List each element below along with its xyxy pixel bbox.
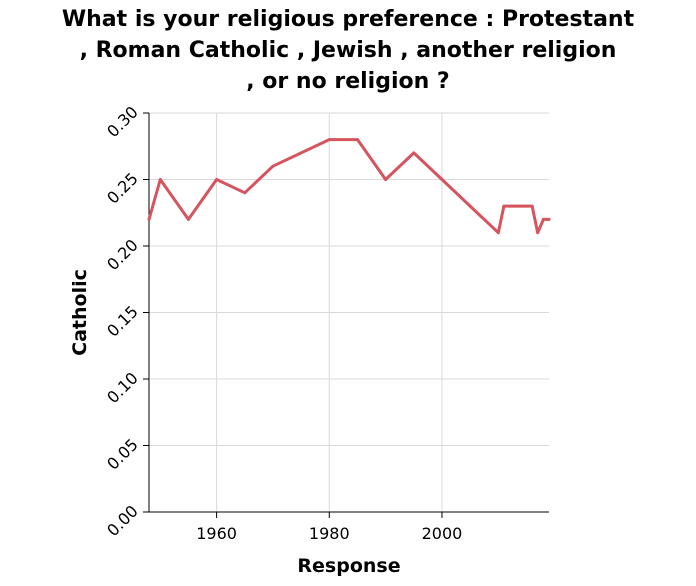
data-point xyxy=(525,205,528,208)
data-point xyxy=(441,178,444,181)
x-tick-label: 1960 xyxy=(196,524,237,543)
data-point xyxy=(187,218,190,221)
x-tick-label: 1980 xyxy=(309,524,350,543)
data-point xyxy=(497,231,500,234)
data-point xyxy=(536,231,539,234)
y-tick-label: 0.05 xyxy=(103,435,142,474)
data-point xyxy=(508,205,511,208)
data-point xyxy=(548,218,551,221)
y-tick-label: 0.00 xyxy=(103,501,142,540)
data-point xyxy=(502,205,505,208)
x-tick-label: 2000 xyxy=(422,524,463,543)
data-point xyxy=(215,178,218,181)
data-point xyxy=(531,205,534,208)
data-point xyxy=(514,205,517,208)
data-point xyxy=(148,218,151,221)
y-tick-label: 0.30 xyxy=(103,102,142,141)
y-tick-label: 0.10 xyxy=(103,368,142,407)
data-point xyxy=(243,191,246,194)
y-tick-label: 0.25 xyxy=(103,169,142,208)
y-tick-label: 0.15 xyxy=(103,302,142,341)
data-point xyxy=(469,205,472,208)
x-axis-title: Response xyxy=(297,555,400,577)
data-point xyxy=(542,218,545,221)
data-point xyxy=(519,205,522,208)
data-point xyxy=(412,151,415,154)
data-point xyxy=(271,165,274,168)
data-point xyxy=(356,138,359,141)
data-point xyxy=(384,178,387,181)
data-point xyxy=(159,178,162,181)
y-axis-title: Catholic xyxy=(69,269,91,356)
y-tick-label: 0.20 xyxy=(103,235,142,274)
data-point xyxy=(328,138,331,141)
